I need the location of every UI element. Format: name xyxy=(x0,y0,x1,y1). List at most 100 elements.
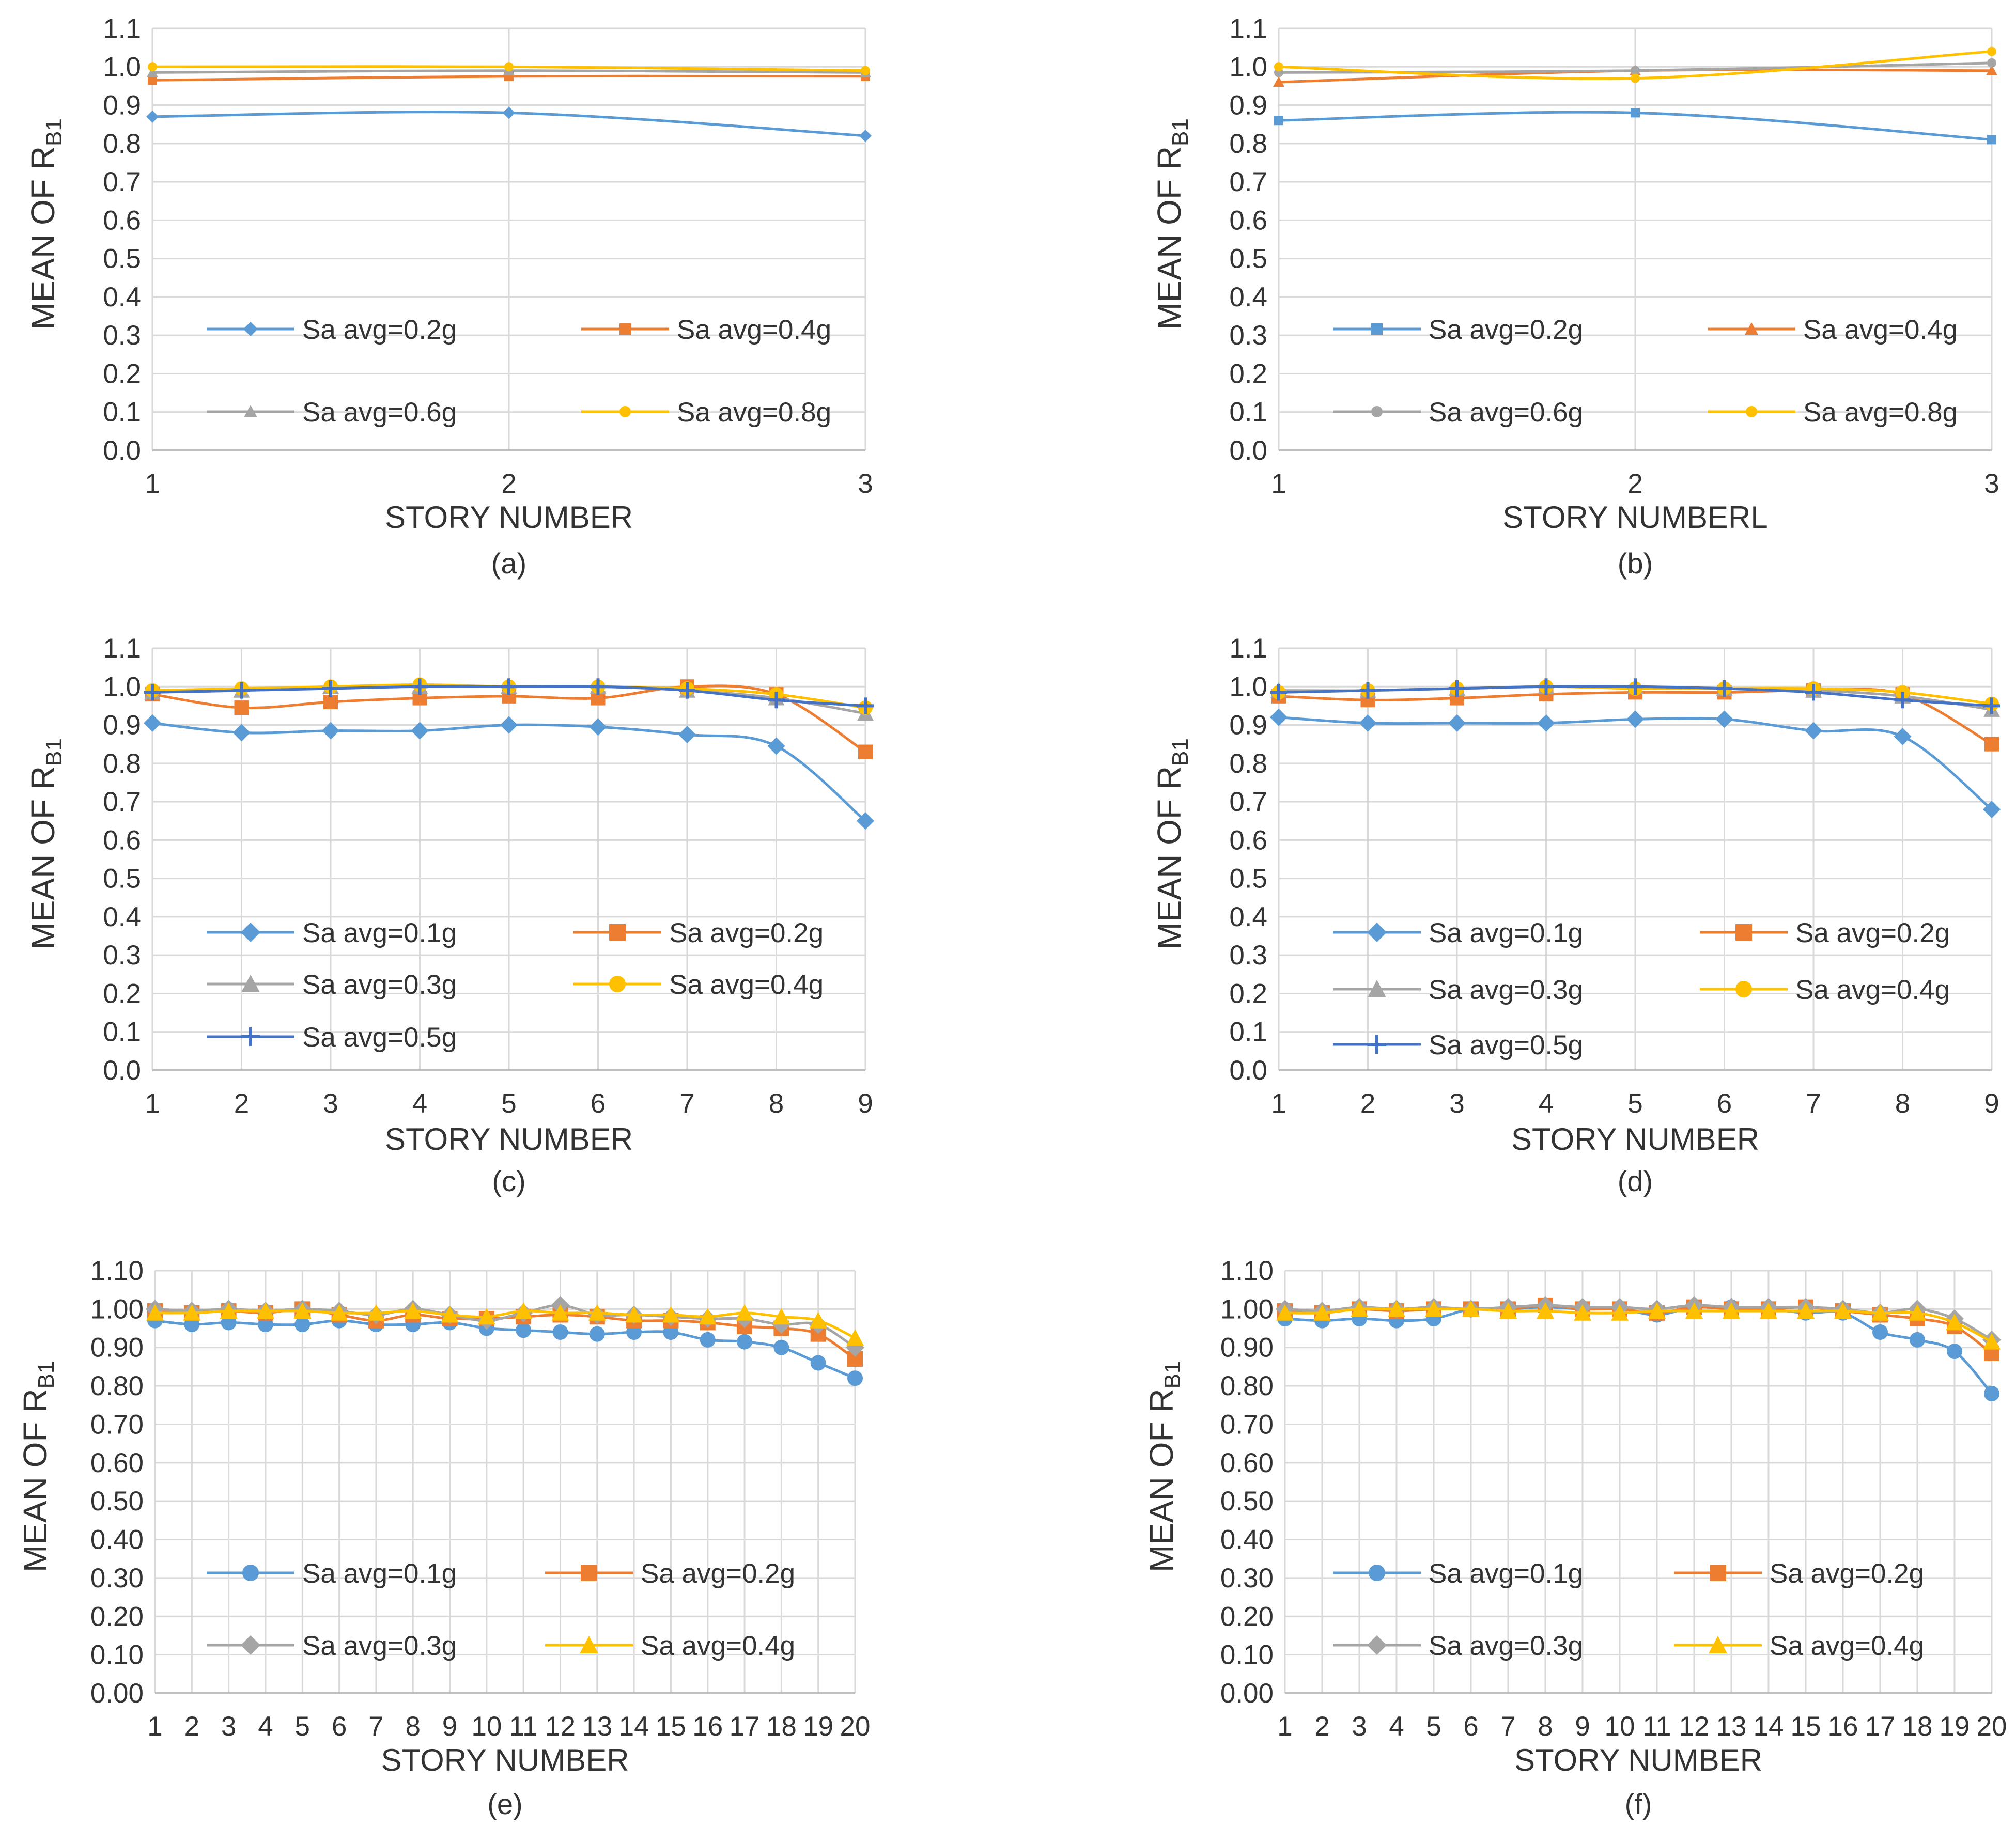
data-point xyxy=(183,1304,201,1321)
legend-entry: Sa avg=0.4g xyxy=(1674,1631,1924,1661)
data-point xyxy=(857,697,874,714)
legend-marker xyxy=(241,1635,260,1655)
data-point xyxy=(1627,678,1643,695)
y-tick-label: 0.60 xyxy=(1220,1448,1274,1478)
x-tick-label: 3 xyxy=(221,1711,236,1742)
chart-panel-3: 0.0 0.1 0.2 0.3 0.4 0.5 0.6 0.7 0.8 0.9 1.0 1.1 1 2 3 4… xyxy=(1151,633,2001,1197)
legend-label: Sa avg=0.4g xyxy=(1770,1631,1924,1661)
data-point xyxy=(662,1306,680,1323)
y-tick-label: 1.10 xyxy=(90,1256,144,1286)
series-3 xyxy=(1274,46,1996,83)
legend-marker xyxy=(581,1565,597,1581)
y-axis-title-main: MEAN OF R xyxy=(1151,146,1188,330)
data-point xyxy=(1359,682,1376,699)
y-axis-title: MEAN OF RB1 xyxy=(1143,1361,1185,1572)
panel-caption: (f) xyxy=(1625,1788,1652,1820)
legend-label: Sa avg=0.4g xyxy=(641,1631,795,1661)
data-point xyxy=(501,678,517,695)
data-point xyxy=(1631,73,1640,83)
data-point xyxy=(1834,1302,1852,1319)
legend-marker xyxy=(243,322,258,336)
legend-entry: Sa avg=0.2g xyxy=(1333,315,1583,345)
y-tick-label: 0.00 xyxy=(1220,1678,1274,1709)
legend-entry: Sa avg=0.6g xyxy=(1333,397,1583,428)
data-point xyxy=(773,1339,789,1355)
x-tick-label: 15 xyxy=(656,1711,686,1742)
x-tick-label: 6 xyxy=(332,1711,347,1742)
data-point xyxy=(1611,1304,1629,1321)
x-tick-label: 7 xyxy=(368,1711,383,1742)
legend-marker xyxy=(241,975,260,992)
y-tick-label: 0.7 xyxy=(1229,167,1267,197)
x-tick-label: 11 xyxy=(1642,1711,1671,1742)
legend-label: Sa avg=0.3g xyxy=(1429,1631,1583,1661)
x-axis-title: STORY NUMBER xyxy=(381,1743,629,1777)
data-point xyxy=(256,1302,274,1319)
y-tick-label: 0.2 xyxy=(103,978,141,1009)
series-0 xyxy=(1270,708,2001,818)
legend-entry: Sa avg=0.5g xyxy=(1333,1030,1583,1060)
y-tick-label: 0.4 xyxy=(1229,902,1267,932)
legend-entry: Sa avg=0.3g xyxy=(207,970,457,1000)
y-tick-label: 0.40 xyxy=(90,1525,144,1555)
data-point xyxy=(1910,1332,1925,1348)
y-tick-label: 0.00 xyxy=(90,1678,144,1709)
y-tick-label: 0.8 xyxy=(1229,129,1267,159)
y-axis-title: MEAN OF RB1 xyxy=(24,738,67,949)
legend-entry: Sa avg=0.2g xyxy=(545,1558,795,1589)
legend-marker xyxy=(1735,981,1752,997)
x-axis-title: STORY NUMBER xyxy=(1514,1743,1762,1777)
y-tick-label: 0.9 xyxy=(103,710,141,741)
y-tick-label: 0.4 xyxy=(103,902,141,932)
data-point xyxy=(1760,1302,1777,1319)
legend-entry: Sa avg=0.1g xyxy=(207,918,457,948)
y-tick-label: 0.10 xyxy=(90,1640,144,1670)
data-point xyxy=(1983,1333,2001,1350)
x-tick-label: 1 xyxy=(147,1711,162,1742)
x-tick-label: 9 xyxy=(858,1088,873,1119)
legend-marker xyxy=(609,924,626,941)
x-tick-label: 2 xyxy=(501,468,516,499)
x-tick-label: 3 xyxy=(323,1088,338,1119)
data-point xyxy=(1538,678,1555,695)
y-axis-title: MEAN OF RB1 xyxy=(1151,118,1193,330)
legend-marker xyxy=(1368,980,1386,997)
legend-label: Sa avg=0.3g xyxy=(1429,975,1583,1005)
data-point xyxy=(1537,714,1555,732)
y-tick-label: 1.0 xyxy=(1229,52,1267,82)
y-axis-title: MEAN OF RB1 xyxy=(1151,738,1193,949)
data-point xyxy=(1631,108,1640,118)
legend-marker xyxy=(1368,1035,1386,1054)
x-tick-label: 6 xyxy=(1463,1711,1478,1742)
y-tick-label: 0.10 xyxy=(1220,1640,1274,1670)
x-tick-label: 9 xyxy=(1575,1711,1590,1742)
data-point xyxy=(679,682,695,699)
y-tick-label: 0.1 xyxy=(103,1017,141,1048)
x-tick-label: 1 xyxy=(145,468,160,499)
x-tick-label: 5 xyxy=(501,1088,516,1119)
data-point xyxy=(1984,737,1999,752)
data-point xyxy=(1805,684,1822,701)
y-tick-label: 0.20 xyxy=(1220,1601,1274,1632)
y-axis-title: MEAN OF RB1 xyxy=(17,1361,59,1572)
legend-entry: Sa avg=0.1g xyxy=(1333,918,1583,948)
y-tick-label: 0.80 xyxy=(90,1371,144,1401)
legend-marker xyxy=(241,1027,260,1046)
legend-label: Sa avg=0.3g xyxy=(302,970,457,1000)
x-tick-label: 18 xyxy=(1902,1711,1933,1742)
data-point xyxy=(678,726,696,744)
y-tick-label: 1.1 xyxy=(1229,633,1267,664)
data-point xyxy=(768,692,785,709)
x-tick-label: 7 xyxy=(1806,1088,1821,1119)
y-tick-label: 0.3 xyxy=(103,940,141,971)
data-point xyxy=(220,1302,238,1319)
y-tick-label: 0.80 xyxy=(1220,1371,1274,1401)
data-point xyxy=(1894,727,1912,745)
x-tick-label: 8 xyxy=(769,1088,784,1119)
y-tick-label: 0.50 xyxy=(90,1486,144,1517)
data-point xyxy=(1872,1324,1888,1340)
x-tick-label: 16 xyxy=(692,1711,723,1742)
y-axis-title-subscript: B1 xyxy=(41,738,67,766)
legend-label: Sa avg=0.1g xyxy=(1429,1558,1583,1589)
